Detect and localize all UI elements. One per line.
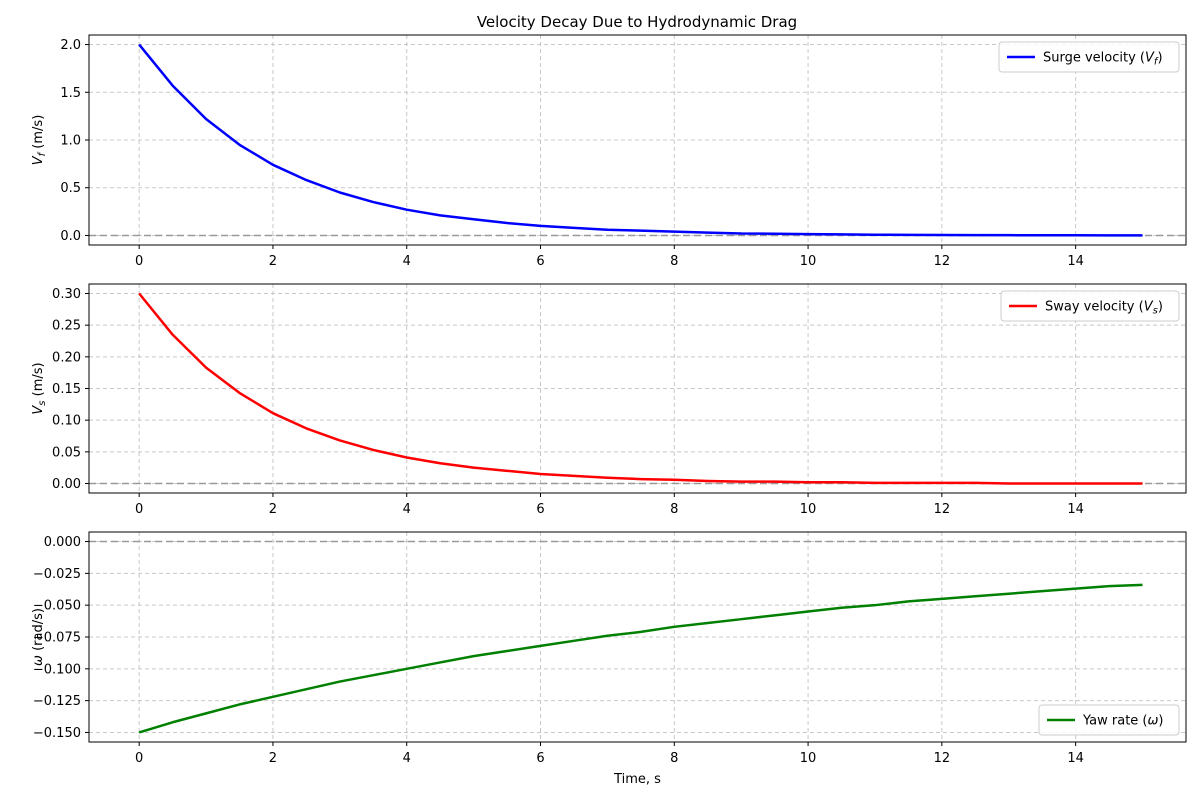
subplot-2: 0 2 4 6 8 10 12 14 0.00 0.05 0.10 0.15 0.20 0.25 0.30 V…	[31, 283, 1187, 517]
x-tick-label: 2	[269, 751, 277, 766]
x-tick-label: 8	[670, 502, 678, 517]
series-line	[138, 583, 1143, 734]
legend-series-name: Surge velocity (	[1043, 51, 1145, 66]
x-tick-label: 10	[800, 502, 817, 517]
legend-series-name: Sway velocity (	[1045, 300, 1144, 315]
y-axis-units: (m/s)	[31, 115, 46, 153]
y-tick-label: 0.05	[52, 445, 81, 460]
y-tick-label: −0.075	[33, 631, 81, 646]
y-axis-label: Vf (m/s)	[31, 115, 48, 166]
x-tick-label: 2	[269, 502, 277, 517]
legend-symbol: V	[1144, 300, 1154, 315]
legend-subscript: f	[1154, 57, 1159, 68]
y-tick-label: −0.100	[33, 662, 81, 677]
legend-paren: )	[1158, 300, 1163, 315]
x-tick-label: 10	[800, 254, 817, 269]
series-line	[138, 292, 1143, 485]
y-axis-subscript: s	[37, 400, 48, 405]
x-tick-label: 12	[934, 254, 951, 269]
x-tick-label: 6	[536, 254, 544, 269]
x-tick-label: 4	[403, 502, 411, 517]
x-tick-label: 14	[1067, 502, 1084, 517]
y-axis-label: Vs (m/s)	[31, 362, 48, 414]
x-tick-label: 10	[800, 751, 817, 766]
y-tick-label: 0.0	[60, 229, 81, 244]
x-tick-label: 6	[536, 502, 544, 517]
legend-subscript: s	[1153, 306, 1158, 317]
x-tick-label: 4	[403, 751, 411, 766]
y-axis-units: (rad/s)	[31, 608, 46, 655]
y-tick-label: 0.000	[44, 535, 81, 550]
x-tick-label: 14	[1067, 254, 1084, 269]
legend-symbol: ω	[1148, 714, 1159, 729]
subplot-3: 0 2 4 6 8 10 12 14 −0.150 −0.125 −0.100 −0.075 −0.05…	[31, 531, 1187, 787]
y-tick-label: 0.25	[52, 319, 81, 334]
y-axis-symbol: V	[31, 405, 46, 415]
x-tick-label: 14	[1067, 751, 1084, 766]
x-tick-label: 12	[934, 502, 951, 517]
y-tick-label: 1.5	[60, 86, 81, 101]
y-axis-subscript: f	[37, 151, 48, 156]
x-tick-label: 8	[670, 751, 678, 766]
y-tick-label: 0.10	[52, 414, 81, 429]
legend-label: Sway velocity (Vs)	[1045, 300, 1163, 317]
x-tick-label: 6	[536, 751, 544, 766]
legend-label: Yaw rate (ω)	[1082, 714, 1163, 729]
legend-label: Surge velocity (Vf)	[1043, 51, 1163, 68]
legend-box	[998, 41, 1180, 73]
x-tick-label: 2	[269, 254, 277, 269]
chart-title: Velocity Decay Due to Hydrodynamic Drag	[477, 13, 797, 31]
y-tick-label: 2.0	[60, 38, 81, 53]
y-axis-units: (m/s)	[31, 362, 46, 400]
y-tick-label: −0.025	[33, 567, 81, 582]
y-tick-label: 0.00	[52, 477, 81, 492]
y-tick-label: 0.15	[52, 382, 81, 397]
y-tick-label: 0.30	[52, 287, 81, 302]
subplot-1: 0 2 4 6 8 10 12 14 0.0 0.5 1.0 1.5 2.0 Vf (m/s) Surge …	[31, 34, 1187, 269]
y-tick-label: −0.125	[33, 694, 81, 709]
x-tick-label: 4	[403, 254, 411, 269]
y-axis-symbol: V	[31, 155, 46, 165]
y-tick-label: 0.5	[60, 181, 81, 196]
y-tick-label: −0.050	[33, 599, 81, 614]
legend-box	[1000, 290, 1180, 322]
series-line	[138, 43, 1143, 237]
legend-paren: )	[1157, 51, 1162, 66]
x-tick-label: 12	[934, 751, 951, 766]
legend: Yaw rate (ω)	[1038, 704, 1180, 736]
x-axis-label: Time, s	[613, 772, 661, 787]
legend-symbol: V	[1145, 51, 1155, 66]
y-axis-label: ω (rad/s)	[31, 608, 46, 666]
x-tick-label: 0	[135, 751, 143, 766]
y-tick-label: −0.150	[33, 726, 81, 741]
x-tick-label: 8	[670, 254, 678, 269]
y-axis-symbol: ω	[31, 655, 46, 666]
legend-box	[1038, 704, 1180, 736]
legend: Surge velocity (Vf)	[998, 41, 1180, 73]
x-tick-label: 0	[135, 254, 143, 269]
legend: Sway velocity (Vs)	[1000, 290, 1180, 322]
legend-series-name: Yaw rate (	[1082, 714, 1148, 729]
y-tick-label: 0.20	[52, 350, 81, 365]
x-tick-label: 0	[135, 502, 143, 517]
y-tick-label: 1.0	[60, 134, 81, 149]
legend-paren: )	[1158, 714, 1163, 729]
